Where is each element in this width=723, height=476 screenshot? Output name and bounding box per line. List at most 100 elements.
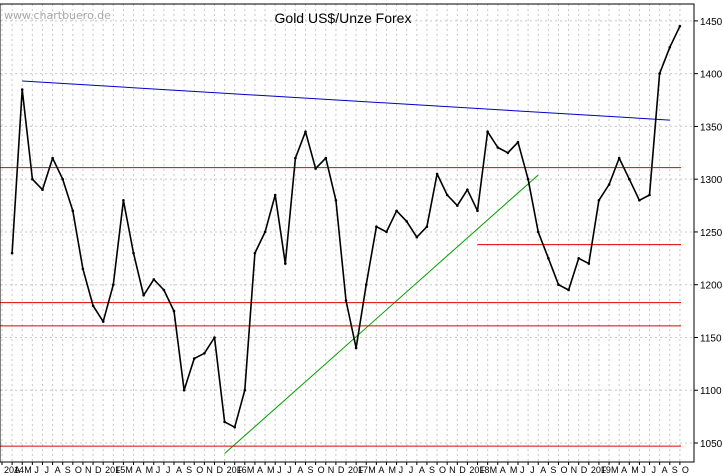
price-point [628,177,631,181]
price-point [162,288,166,292]
price-point [51,156,54,160]
price-point [243,388,247,392]
x-tick-label: A [621,465,627,475]
x-tick-label: A [257,465,263,475]
x-tick-label: A [500,465,506,475]
price-point [152,278,156,281]
price-point [172,309,176,313]
price-point [547,257,550,260]
y-tick-label: 1250 [700,228,723,239]
x-tick-label: D [581,465,588,475]
price-point [638,199,641,202]
y-tick-label: 1450 [700,17,723,28]
x-tick-label: M [490,465,498,475]
price-point [81,267,85,271]
price-point [506,151,510,155]
price-point [587,262,591,265]
chart-title: Gold US$/Unze Forex [275,10,412,26]
x-tick-label: J [399,465,404,475]
x-tick-label: D [459,465,466,475]
x-tick-label: J [277,465,282,475]
x-tick-label: 2016 [227,465,247,475]
y-tick-label: 1150 [700,333,722,344]
x-tick-label: M [146,465,154,475]
price-point [324,156,328,160]
price-point [415,235,419,239]
plot-frame [0,3,695,463]
x-tick-label: A [662,465,668,475]
x-tick-label: J [641,465,646,475]
x-tick-label: D [338,465,345,475]
price-point [101,320,105,323]
price-point [182,388,186,392]
x-tick-label: M [247,465,255,475]
price-point [61,177,64,181]
x-tick-label: 2018 [469,465,489,475]
price-point [435,172,439,176]
x-tick-label: J [156,465,161,475]
price-series [10,24,682,429]
price-point [203,352,206,355]
price-point [536,230,540,234]
price-point [658,72,661,75]
x-tick-label: M [24,465,32,475]
x-tick-label: D [95,465,102,475]
price-point [334,199,338,202]
y-tick-label: 1350 [700,122,723,133]
price-point [557,283,560,287]
x-tick-label: M [125,465,133,475]
price-point [597,199,601,202]
price-point [344,299,348,302]
price-point [20,88,24,91]
x-tick-label: J [34,465,39,475]
price-point [304,130,307,133]
x-tick-label: 2014 [4,465,24,475]
x-tick-label: 2015 [105,465,125,475]
x-tick-label: F [601,465,607,475]
price-point [263,230,267,234]
x-tick-label: S [65,465,71,475]
price-point [466,188,469,191]
price-point [445,193,449,197]
price-point [496,146,500,149]
resistance-trendline [22,80,670,121]
x-tick-label: D [216,465,223,475]
price-point [112,283,115,287]
x-tick-label: M [388,465,396,475]
x-tick-label: J [652,465,657,475]
price-point [213,336,216,339]
x-tick-label: 2019 [591,465,611,475]
x-tick-label: O [75,465,82,475]
price-point [314,167,317,170]
price-point [41,188,44,191]
price-point [223,420,226,424]
price-point [476,209,479,213]
x-tick-label: S [186,465,192,475]
price-point [142,294,145,297]
x-tick-label: 2017 [348,465,368,475]
x-tick-label: N [85,465,92,475]
price-point [91,304,95,308]
y-tick-label: 1050 [700,439,723,450]
y-tick-label: 1200 [700,281,723,292]
price-point [516,140,520,144]
price-point [425,225,429,228]
x-tick-label: S [550,465,556,475]
x-tick-label: O [318,465,325,475]
x-tick-label: F [480,465,486,475]
price-point [456,204,459,207]
price-point [192,357,196,360]
y-axis: 1050 1100 1150 1200 1250 1300 1350 1400 1450 [694,17,723,450]
x-tick-label: M [611,465,619,475]
price-point [294,156,297,160]
price-point [617,156,621,160]
price-point [233,425,236,429]
price-point [648,193,651,197]
price-point [284,262,287,265]
x-tick-label: F [115,465,121,475]
price-point [678,24,682,28]
x-tick-label: J [520,465,525,475]
x-tick-label: O [682,465,689,475]
